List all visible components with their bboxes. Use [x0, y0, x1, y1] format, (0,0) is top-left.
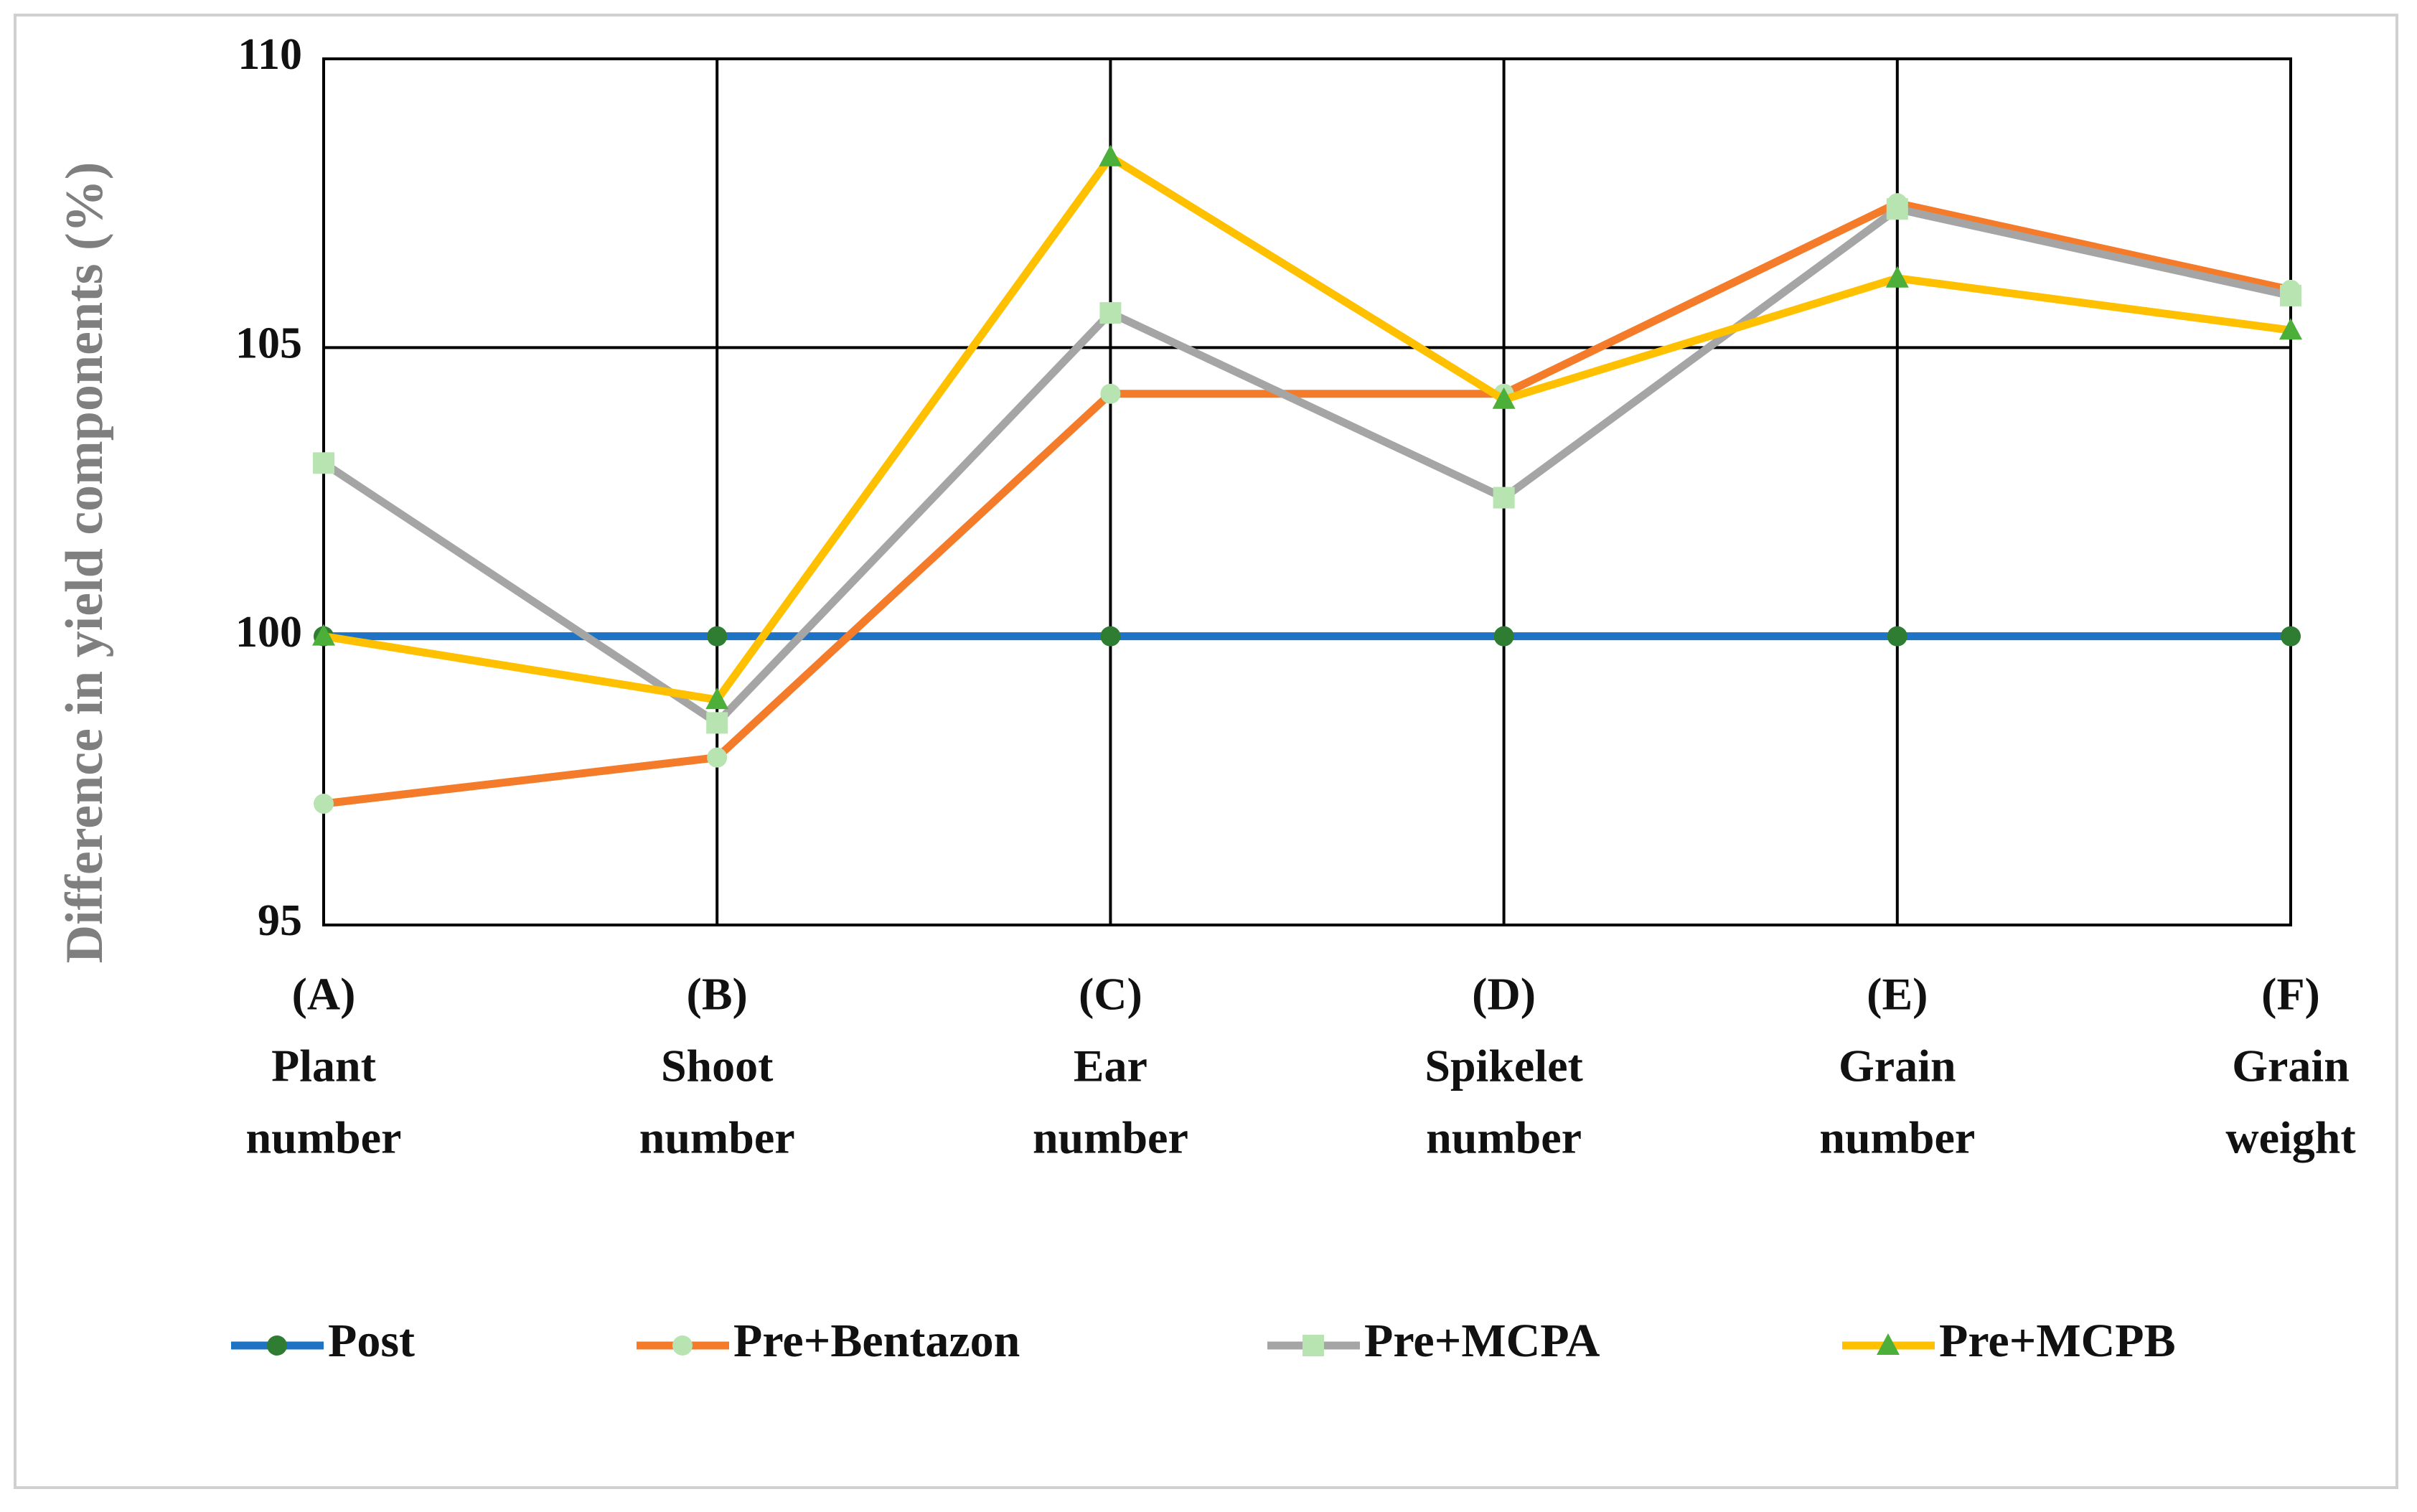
x-tick-label: (B) [687, 969, 748, 1020]
marker [1100, 383, 1121, 404]
x-tick-label: Grain [1839, 1041, 1956, 1091]
marker [314, 794, 334, 814]
x-tick-label: (F) [2261, 969, 2320, 1020]
marker [705, 687, 729, 710]
chart-border [14, 14, 2398, 1489]
marker [1493, 487, 1515, 509]
y-axis-title: Difference in yield components (%) [55, 162, 114, 964]
marker [1886, 198, 1908, 220]
marker [706, 712, 728, 734]
marker [1493, 626, 1514, 647]
marker [1877, 1333, 1900, 1355]
marker [1303, 1335, 1324, 1356]
marker [2281, 626, 2301, 647]
y-tick-label: 105 [235, 319, 302, 368]
marker [672, 1335, 693, 1356]
marker [1885, 266, 1909, 288]
marker [1492, 387, 1516, 409]
legend-label: Pre+Bentazon [733, 1315, 1020, 1367]
marker [1887, 626, 1907, 647]
marker [707, 626, 728, 647]
marker [1099, 144, 1122, 166]
marker [267, 1335, 287, 1356]
marker [2280, 284, 2301, 306]
x-tick-label: number [639, 1112, 795, 1163]
x-tick-label: (D) [1472, 969, 1536, 1020]
marker [312, 624, 335, 646]
x-tick-label: Grain [2232, 1041, 2350, 1091]
x-tick-label: (C) [1079, 969, 1142, 1020]
x-tick-label: number [1033, 1112, 1188, 1163]
legend-label: Pre+MCPA [1364, 1315, 1600, 1367]
y-tick-label: 95 [258, 896, 302, 945]
plot-frame [322, 57, 2292, 926]
series-line [321, 205, 2292, 727]
legend-label: Post [328, 1315, 415, 1367]
series-line [323, 199, 2292, 808]
x-tick-label: Ear [1074, 1041, 1148, 1091]
marker [707, 747, 728, 768]
marker [2279, 318, 2302, 340]
series-line [323, 153, 2291, 704]
x-tick-label: number [1819, 1112, 1975, 1163]
x-tick-label: Shoot [661, 1041, 774, 1091]
x-tick-label: (E) [1867, 969, 1928, 1020]
x-tick-label: weight [2225, 1112, 2356, 1163]
y-tick-label: 110 [238, 30, 302, 79]
marker [313, 452, 334, 474]
x-tick-label: number [246, 1112, 402, 1163]
legend-label: Pre+MCPB [1939, 1315, 2176, 1367]
x-tick-label: Spikelet [1425, 1041, 1583, 1091]
x-tick-label: number [1426, 1112, 1582, 1163]
x-tick-label: (A) [292, 969, 356, 1020]
marker [1100, 626, 1121, 647]
marker [1099, 302, 1122, 324]
y-tick-label: 100 [235, 608, 302, 657]
x-tick-label: Plant [271, 1041, 376, 1091]
